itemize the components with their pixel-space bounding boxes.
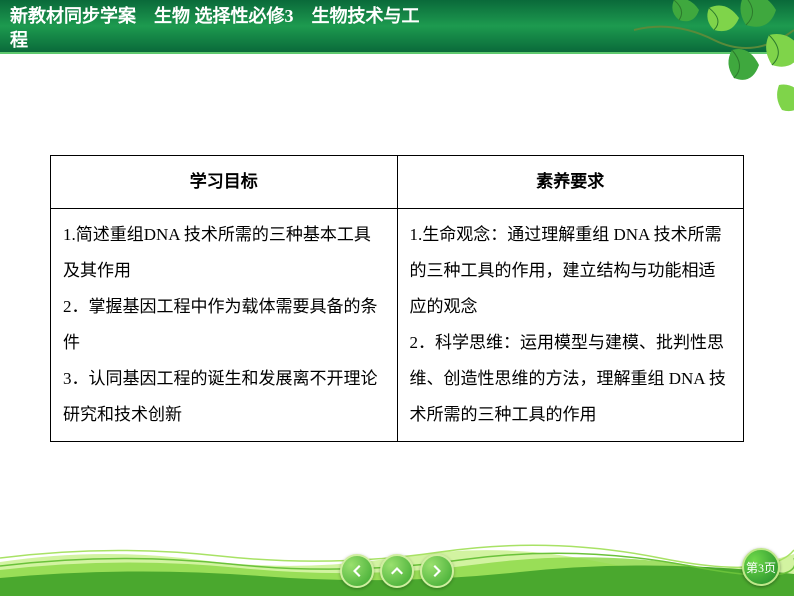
up-button[interactable] [380,554,414,588]
chevron-left-icon [349,563,365,579]
header-title-line2: 程 [10,28,784,52]
header-bar: 新教材同步学案 生物 选择性必修3 生物技术与工 程 [0,0,794,54]
page-number-text: 第3页 [746,559,776,576]
header-title-line1: 新教材同步学案 生物 选择性必修3 生物技术与工 [10,4,784,28]
prev-button[interactable] [340,554,374,588]
cell-competencies: 1.生命观念：通过理解重组 DNA 技术所需的三种工具的作用，建立结构与功能相适… [397,209,744,442]
objectives-table: 学习目标 素养要求 1.简述重组DNA 技术所需的三种基本工具及其作用 2．掌握… [50,155,744,442]
page-number-badge: 第3页 [742,548,780,586]
chevron-up-icon [389,563,405,579]
chevron-right-icon [429,563,445,579]
table-row: 1.简述重组DNA 技术所需的三种基本工具及其作用 2．掌握基因工程中作为载体需… [51,209,744,442]
nav-button-group [340,554,454,588]
cell-objectives: 1.简述重组DNA 技术所需的三种基本工具及其作用 2．掌握基因工程中作为载体需… [51,209,398,442]
content-area: 学习目标 素养要求 1.简述重组DNA 技术所需的三种基本工具及其作用 2．掌握… [50,155,744,442]
next-button[interactable] [420,554,454,588]
col-header-competencies: 素养要求 [397,156,744,209]
col-header-objectives: 学习目标 [51,156,398,209]
footer-bar: 第3页 [0,542,794,596]
table-header-row: 学习目标 素养要求 [51,156,744,209]
